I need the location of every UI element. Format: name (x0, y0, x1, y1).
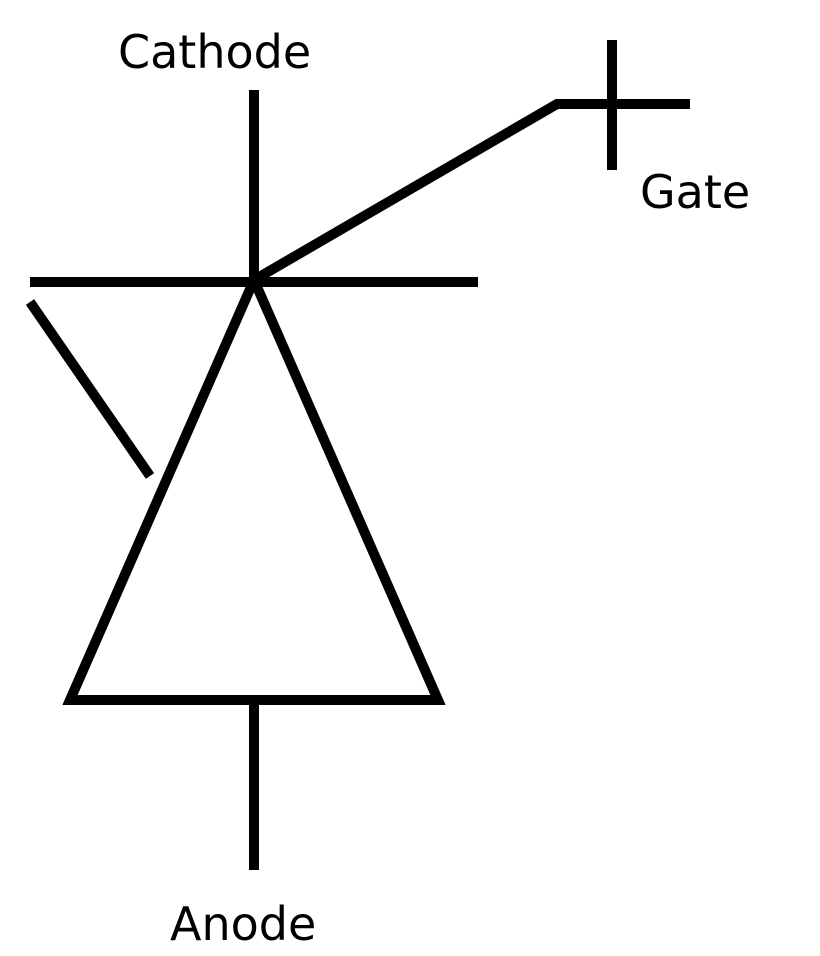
cathode-label: Cathode (118, 25, 311, 79)
gate-label: Gate (640, 165, 750, 219)
thyristor-symbol: Cathode Gate Anode (0, 0, 820, 956)
gate-lead (254, 104, 690, 280)
diode-triangle (70, 280, 438, 700)
notch-line (30, 302, 150, 476)
anode-label: Anode (170, 897, 316, 951)
